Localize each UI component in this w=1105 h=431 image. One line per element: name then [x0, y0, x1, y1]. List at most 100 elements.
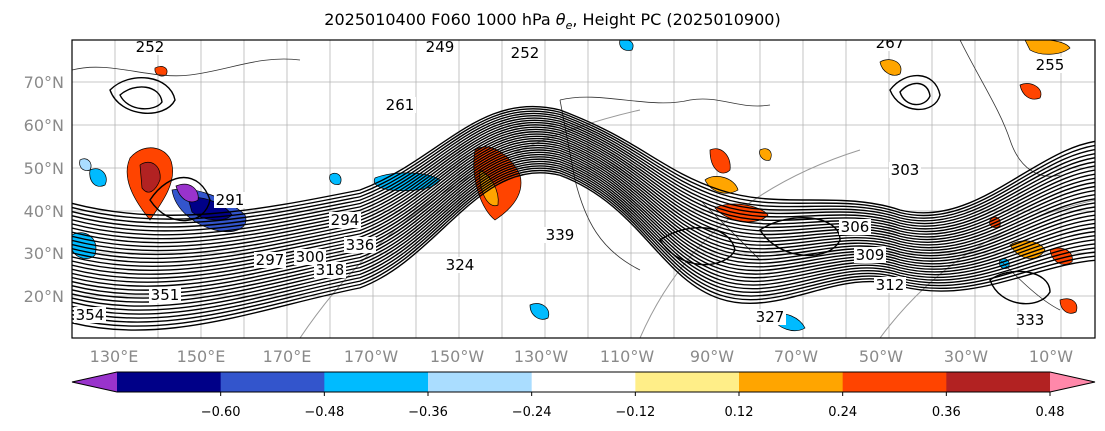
colorbar-extend-high	[1050, 372, 1095, 392]
longitude-label: 170°E	[263, 347, 312, 366]
colorbar-segment	[531, 372, 636, 392]
contour-label-bg	[544, 227, 576, 243]
contour-label: 297	[256, 251, 285, 269]
anomaly-patch	[154, 66, 168, 77]
colorbar-extend-low	[72, 372, 117, 392]
contour-label-bg	[134, 40, 166, 55]
height-contour	[72, 105, 1095, 216]
contour-label-bg	[314, 262, 346, 278]
closed-contour	[759, 217, 841, 257]
anomaly-patch	[1059, 298, 1078, 314]
colorbar-tick-label: −0.36	[408, 405, 448, 420]
longitude-label: 90°W	[690, 347, 734, 366]
height-contour	[72, 130, 1095, 260]
contour-label: 252	[136, 38, 165, 56]
longitude-label: 10°W	[1029, 347, 1073, 366]
contour-label-bg	[1034, 57, 1066, 73]
height-contour	[72, 114, 1095, 232]
map-panel: 252 249 252 267 255 261 291 294 297 300 303 306 309 3…	[71, 38, 1096, 339]
contour-label: 318	[316, 261, 345, 279]
contour-label-bg	[1014, 312, 1046, 328]
height-contour	[72, 110, 1095, 224]
contour-label: 294	[331, 211, 360, 229]
contour-label-bg	[444, 257, 476, 273]
colorbar: −0.60 −0.48 −0.36 −0.24 −0.12 0.12 0.24 0.36 0.4…	[71, 371, 1096, 420]
contour-label: 333	[1016, 311, 1045, 329]
contour-label-bg	[214, 192, 246, 208]
contour-label: 309	[856, 246, 885, 264]
closed-contour	[119, 86, 163, 110]
colorbar-tick-label: 0.12	[725, 405, 754, 420]
map-title: 2025010400 F060 1000 hPa θe, Height PC (…	[0, 10, 1105, 32]
longitude-labels: 130°E 150°E 170°E 170°W 150°W 130°W 110°W 90°W 7…	[90, 347, 1074, 366]
height-contour	[72, 163, 1095, 315]
anomaly-patch	[79, 158, 92, 171]
title-suffix: , Height PC (2025010900)	[572, 10, 781, 29]
contour-label: 300	[296, 248, 325, 266]
height-contour	[72, 121, 1095, 244]
anomaly-patch	[709, 148, 731, 174]
colorbar-segment	[220, 372, 325, 392]
colorbar-segment	[946, 372, 1051, 392]
height-contour	[72, 124, 1095, 248]
latitude-label: 50°N	[24, 159, 64, 178]
contour-label: 312	[876, 276, 905, 294]
height-contour	[72, 172, 1095, 331]
height-contour	[72, 108, 1095, 220]
contour-label-bg	[384, 97, 416, 113]
anomaly-patch	[89, 168, 107, 187]
map-frame	[71, 39, 1096, 339]
anomaly-patch	[1024, 40, 1071, 55]
contour-label: 327	[756, 308, 785, 326]
contour-label-bg	[754, 309, 786, 325]
longitude-label: 110°W	[600, 347, 655, 366]
closed-contour	[149, 176, 211, 222]
contour-label: 354	[76, 306, 105, 324]
title-prefix: 2025010400 F060 1000 hPa	[324, 10, 556, 29]
colorbar-outline	[71, 371, 1096, 393]
closed-contour	[109, 76, 176, 114]
height-contour	[72, 165, 1095, 319]
contour-label-bg	[294, 249, 326, 265]
contour-label: 351	[151, 286, 180, 304]
contour-label-bg	[74, 307, 106, 323]
colorbar-segment	[428, 372, 533, 392]
longitude-label: 130°E	[90, 347, 139, 366]
height-contour	[72, 149, 1095, 291]
colorbar-segment	[324, 372, 429, 392]
colorbar-segment	[117, 372, 222, 392]
title-theta: θ	[555, 10, 566, 29]
contour-label: 339	[546, 226, 575, 244]
latitude-label: 70°N	[24, 73, 64, 92]
colorbar-segment	[635, 372, 740, 392]
colorbar-tick-label: 0.36	[932, 405, 961, 420]
contour-label: 249	[426, 38, 455, 56]
contour-label-bg	[329, 212, 361, 228]
height-contour	[72, 158, 1095, 307]
contour-label-bg	[874, 40, 906, 51]
latitude-label: 40°N	[24, 202, 64, 221]
colorbar-tick-label: 0.48	[1036, 405, 1065, 420]
height-contour	[72, 133, 1095, 264]
contour-label: 306	[841, 218, 870, 236]
longitude-label: 170°W	[344, 347, 399, 366]
closed-contour	[989, 270, 1051, 305]
anomaly-patch	[619, 40, 634, 51]
height-contour	[72, 169, 1095, 327]
contour-label: 324	[446, 256, 475, 274]
height-contour	[72, 135, 1095, 267]
contour-label-bg	[509, 45, 541, 61]
height-contour	[72, 151, 1095, 295]
contour-label: 252	[511, 44, 540, 62]
longitude-label: 150°E	[177, 347, 226, 366]
anomaly-patch	[329, 172, 342, 185]
colorbar-tick-label: 0.24	[828, 405, 857, 420]
coastline	[999, 259, 1061, 311]
anomaly-patch	[139, 161, 161, 193]
height-contour	[72, 119, 1095, 240]
colorbar-tick-label: −0.24	[512, 405, 552, 420]
anomaly-patch	[175, 183, 199, 203]
contour-labels: 252 249 252 267 255 261 291 294 297 300 303 306 309 3…	[74, 38, 1066, 329]
contour-label: 261	[386, 96, 415, 114]
